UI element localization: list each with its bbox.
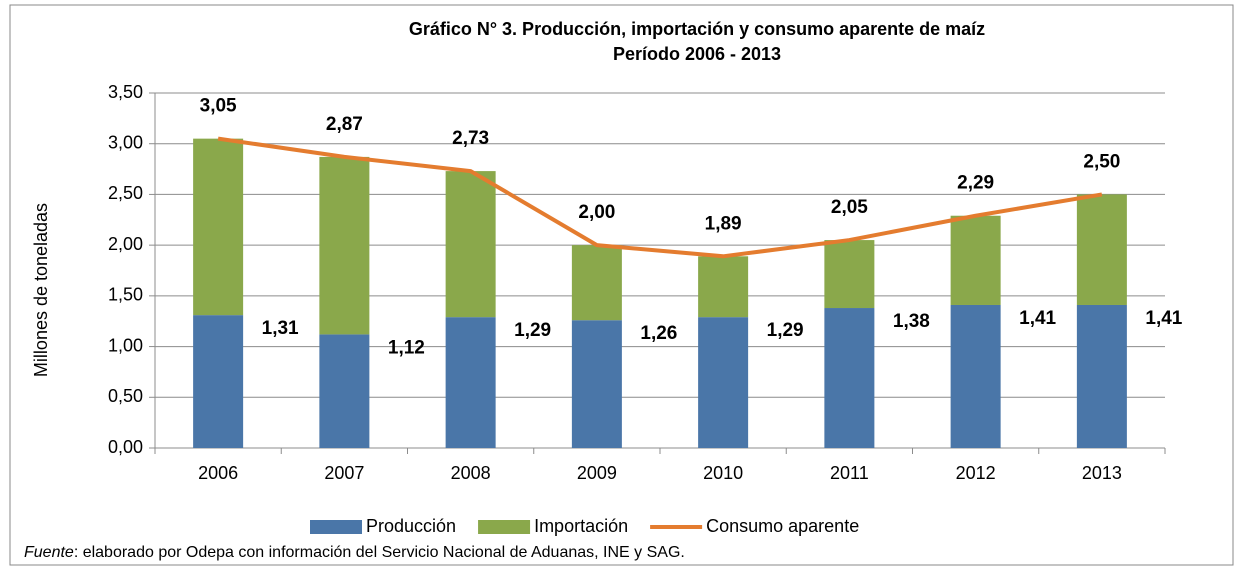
bar-value-label: 1,38 (893, 311, 930, 332)
y-tick-label: 0,50 (108, 386, 143, 406)
y-axis-label: Millones de toneladas (31, 203, 51, 377)
x-tick-label: 2006 (198, 463, 238, 483)
line-value-label: 3,05 (200, 96, 237, 117)
x-tick-label: 2007 (324, 463, 364, 483)
bar (950, 304, 1001, 448)
bar (193, 315, 244, 448)
line-value-label: 2,05 (831, 197, 868, 218)
bar (571, 245, 622, 321)
y-tick-label: 1,50 (108, 285, 143, 305)
bar-value-label: 1,29 (514, 320, 551, 341)
x-tick-label: 2011 (830, 463, 869, 483)
x-tick-label: 2009 (577, 463, 617, 483)
line-value-label: 2,87 (326, 114, 363, 135)
y-tick-label: 3,00 (108, 132, 143, 152)
bar (824, 240, 875, 309)
chart-title: Gráfico N° 3. Producción, importación y … (409, 19, 985, 39)
legend-label: Importación (534, 516, 628, 536)
line-value-label: 2,00 (578, 202, 615, 223)
bar-value-label: 1,26 (640, 323, 677, 344)
bar (698, 256, 749, 318)
bar (824, 308, 875, 448)
line-value-label: 1,89 (705, 213, 742, 234)
source-label: Fuente (24, 544, 74, 561)
source-note: Fuente: elaborado por Odepa con informac… (24, 544, 685, 561)
bar-value-label: 1,12 (388, 337, 425, 358)
x-tick-label: 2010 (703, 463, 743, 483)
bar (319, 334, 370, 448)
bar-value-label: 1,41 (1145, 308, 1182, 329)
bar (445, 171, 496, 318)
y-tick-label: 2,50 (108, 183, 143, 203)
y-tick-label: 1,00 (108, 335, 143, 355)
legend-label: Producción (366, 516, 456, 536)
y-tick-label: 2,00 (108, 234, 143, 254)
legend-label: Consumo aparente (706, 516, 859, 536)
bar (193, 138, 244, 316)
bar (1076, 194, 1127, 305)
bar (319, 156, 370, 335)
bar (950, 215, 1001, 305)
line-value-label: 2,73 (452, 128, 489, 149)
bar (1076, 304, 1127, 448)
y-tick-label: 3,50 (108, 82, 143, 102)
bar (445, 317, 496, 448)
line-value-label: 2,50 (1083, 151, 1120, 172)
y-tick-label: 0,00 (108, 437, 143, 457)
bar-value-label: 1,31 (262, 318, 299, 339)
bar (698, 317, 749, 448)
legend-swatch (478, 520, 531, 534)
bar (571, 320, 622, 448)
chart-subtitle: Período 2006 - 2013 (613, 44, 781, 64)
bar-value-label: 1,41 (1019, 308, 1056, 329)
bar-value-label: 1,29 (767, 320, 804, 341)
legend-swatch (310, 520, 362, 534)
x-tick-label: 2013 (1082, 463, 1122, 483)
x-tick-label: 2012 (956, 463, 996, 483)
source-text: : elaborado por Odepa con información de… (74, 544, 685, 561)
x-tick-label: 2008 (451, 463, 491, 483)
line (217, 136, 1103, 259)
line-value-label: 2,29 (957, 173, 994, 194)
